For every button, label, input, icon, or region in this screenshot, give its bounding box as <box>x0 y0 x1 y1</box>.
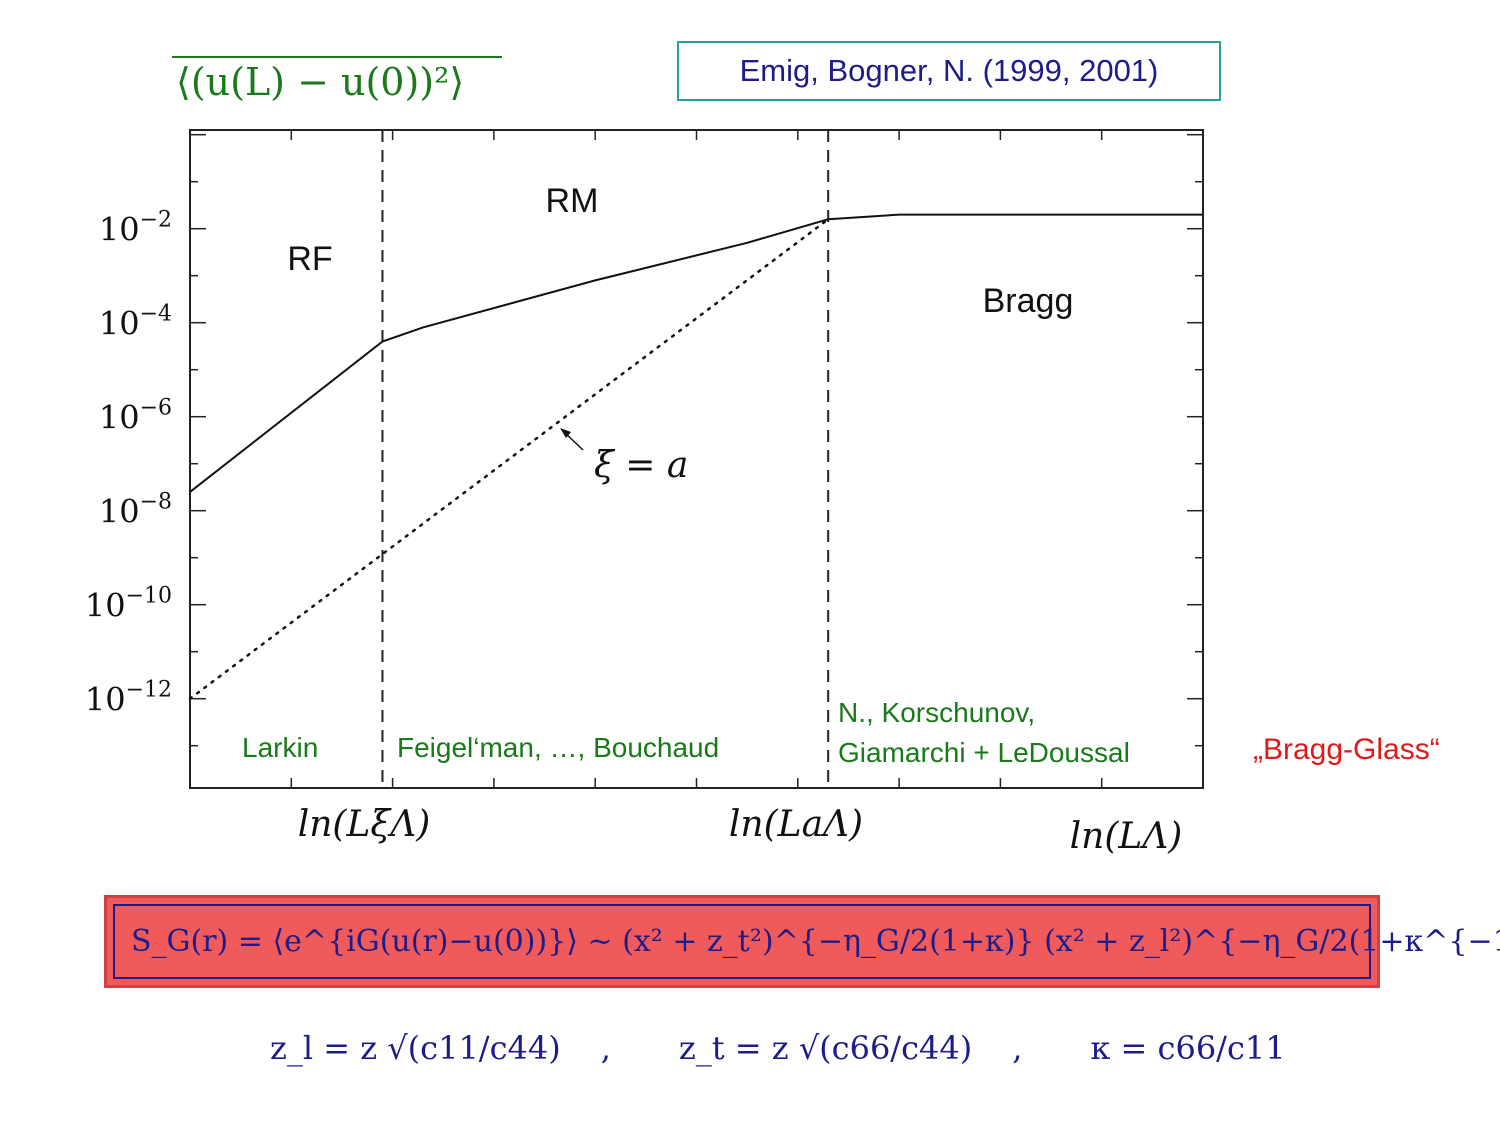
author-korschunov-line1: N., Korschunov, <box>838 697 1035 728</box>
series-dotted-line <box>188 218 830 700</box>
x-tick-label-la: ln(LaΛ) <box>729 804 863 845</box>
definitions-line: z_l = z √(c11/c44) , z_t = z √(c66/c44) … <box>270 1018 1286 1078</box>
y-tick-label: 10−6 <box>99 396 172 437</box>
x-tick-label-lxi: ln(LξΛ) <box>298 804 431 845</box>
y-tick-label: 10−4 <box>99 302 172 343</box>
definition-kappa: κ = c66/c11 <box>1090 1029 1286 1067</box>
y-tick-label: 10−8 <box>99 490 172 531</box>
plot-frame <box>189 129 1204 789</box>
bragg-glass-label: „Bragg-Glass“ <box>1253 733 1440 766</box>
annotation-arrowhead <box>560 428 571 438</box>
y-tick-label: 10−2 <box>99 208 172 249</box>
author-feigelman: Feigel‘man, …, Bouchaud <box>397 732 719 763</box>
region-rf: RF <box>287 240 332 278</box>
y-tick-label: 10−10 <box>85 584 172 625</box>
definition-zt: z_t = z √(c66/c44) <box>678 1029 973 1067</box>
y-tick-labels: 10−2 10−4 10−6 10−8 10−10 10−12 <box>85 208 172 719</box>
overline <box>172 56 502 58</box>
citation-text: Emig, Bogner, N. (1999, 2001) <box>739 53 1159 88</box>
separator-comma-2: , <box>1012 1029 1023 1067</box>
axis-ticks <box>190 130 1203 788</box>
chart: 10−2 10−4 10−6 10−8 10−10 10−12 RF RM Bragg ξ… <box>85 129 1204 857</box>
vertical-lines <box>381 130 830 788</box>
region-bragg: Bragg <box>983 282 1074 320</box>
separator-comma-1: , <box>600 1029 611 1067</box>
y-axis-expression: ⟨(u(L) − u(0))²⟩ <box>172 52 502 106</box>
x-axis-label: ln(LΛ) <box>1070 816 1183 857</box>
annotation-xi-a: ξ = a <box>594 445 688 486</box>
series-solid-line <box>189 213 1203 493</box>
y-tick-label: 10−12 <box>85 678 172 719</box>
series-group <box>188 213 1203 700</box>
author-larkin: Larkin <box>242 732 318 763</box>
author-korschunov-line2: Giamarchi + LeDoussal <box>838 737 1130 768</box>
region-rm: RM <box>546 182 599 220</box>
definition-zl: z_l = z √(c11/c44) <box>270 1029 561 1067</box>
structure-factor-box: S_G(r) = ⟨e^{iG(u(r)−u(0))}⟩ ~ (x² + z_t… <box>104 895 1500 988</box>
citation-box: Emig, Bogner, N. (1999, 2001) <box>677 41 1221 101</box>
structure-factor-formula: S_G(r) = ⟨e^{iG(u(r)−u(0))}⟩ ~ (x² + z_t… <box>113 904 1500 979</box>
